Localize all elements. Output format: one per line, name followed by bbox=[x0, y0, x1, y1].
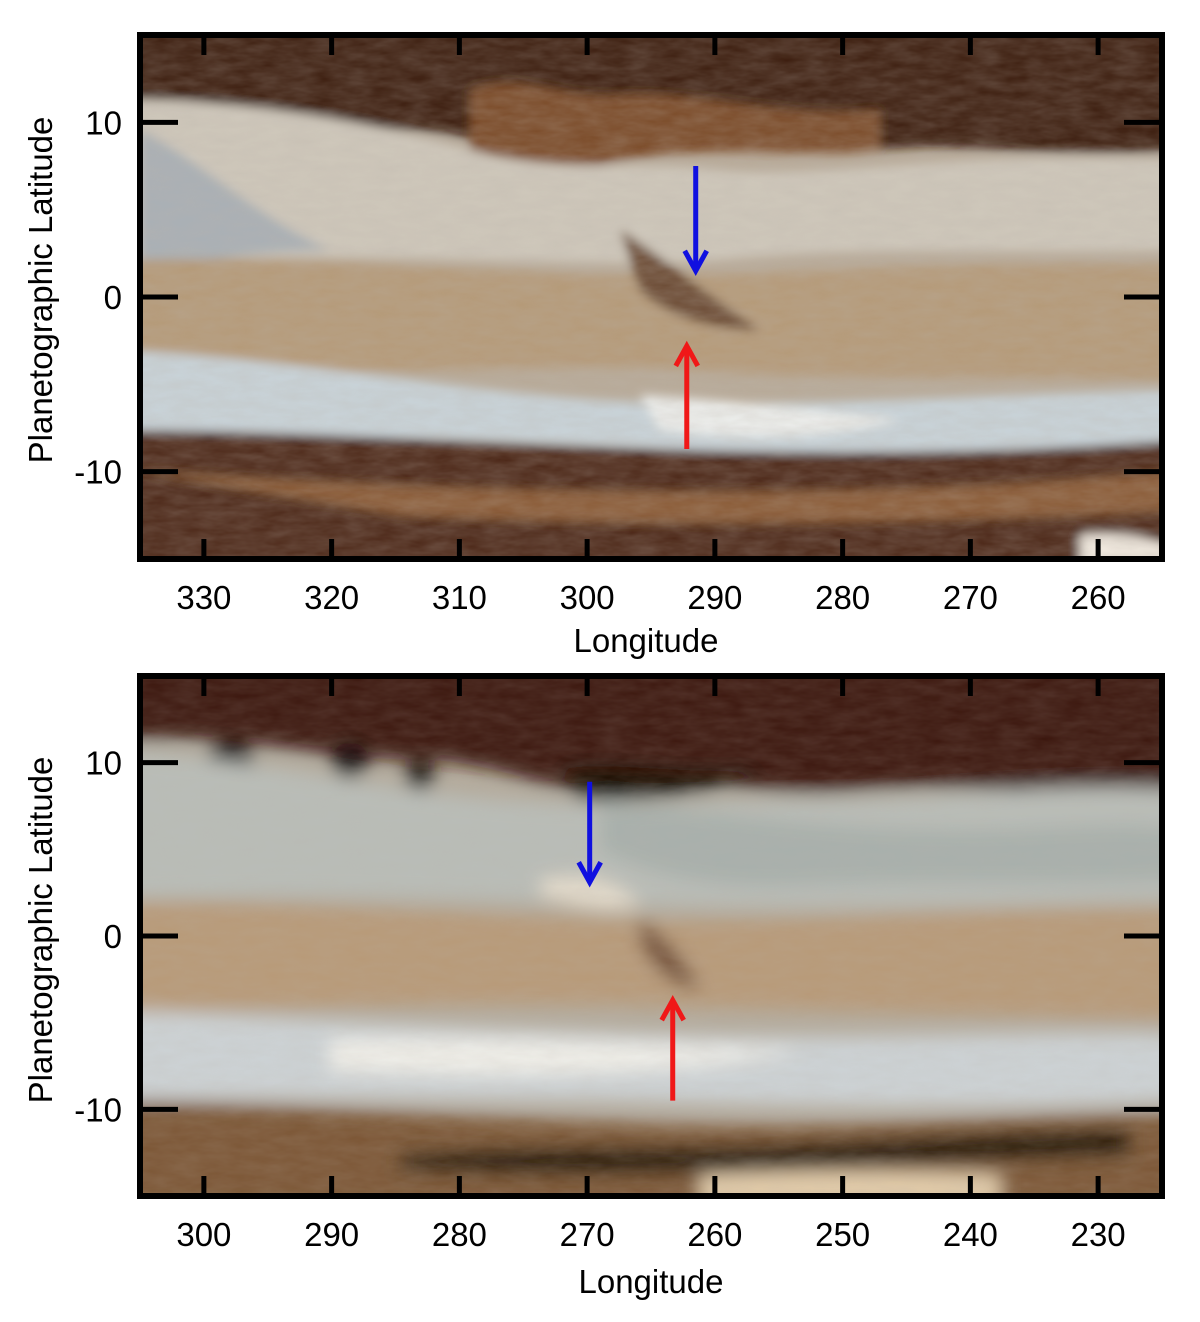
bottom-x-axis-label: Longitude bbox=[579, 1263, 724, 1300]
bottom-y-tick-label: -10 bbox=[74, 1091, 122, 1128]
top-x-tick-label: 280 bbox=[815, 579, 870, 616]
bottom-x-tick-label: 250 bbox=[815, 1216, 870, 1253]
top-x-axis-label: Longitude bbox=[574, 622, 719, 659]
top-red-arrow bbox=[673, 340, 700, 449]
top-x-tick-label: 260 bbox=[1071, 579, 1126, 616]
bottom-y-tick-label: 0 bbox=[104, 918, 122, 955]
top-panel: 330 320 310 300 290 280 270 260 10 0 -10 Longitude… bbox=[22, 32, 1165, 659]
top-x-tick-label: 330 bbox=[176, 579, 231, 616]
bottom-jupiter-image bbox=[140, 676, 1162, 1196]
top-y-tick-label: 0 bbox=[104, 279, 122, 316]
top-jupiter-image bbox=[140, 35, 1162, 559]
bottom-red-arrow bbox=[659, 994, 686, 1101]
bottom-x-tick-label: 290 bbox=[304, 1216, 359, 1253]
bottom-arrows bbox=[576, 781, 686, 1101]
bottom-panel: 300 290 280 270 260 250 240 230 10 0 -10 Longitude… bbox=[22, 673, 1165, 1300]
bottom-x-tick-label: 230 bbox=[1071, 1216, 1126, 1253]
top-arrows bbox=[673, 166, 709, 449]
top-x-tick-label: 290 bbox=[687, 579, 742, 616]
bottom-axis-ticks: 300 290 280 270 260 250 240 230 10 0 -10 bbox=[74, 676, 1162, 1253]
bottom-x-tick-label: 240 bbox=[943, 1216, 998, 1253]
bottom-x-tick-label: 300 bbox=[176, 1216, 231, 1253]
top-blue-arrow bbox=[682, 166, 709, 276]
bottom-blue-arrow bbox=[576, 781, 603, 888]
bottom-x-tick-label: 260 bbox=[687, 1216, 742, 1253]
top-x-tick-label: 320 bbox=[304, 579, 359, 616]
top-x-tick-label: 270 bbox=[943, 579, 998, 616]
bottom-x-tick-label: 270 bbox=[560, 1216, 615, 1253]
top-x-tick-label: 300 bbox=[560, 579, 615, 616]
bottom-x-tick-label: 280 bbox=[432, 1216, 487, 1253]
top-axis-ticks: 330 320 310 300 290 280 270 260 10 0 -10 bbox=[74, 35, 1162, 616]
top-y-axis-label: Planetographic Latitude bbox=[22, 117, 59, 464]
top-x-tick-label: 310 bbox=[432, 579, 487, 616]
top-y-tick-label: 10 bbox=[85, 104, 122, 141]
top-y-tick-label: -10 bbox=[74, 454, 122, 491]
bottom-y-axis-label: Planetographic Latitude bbox=[22, 757, 59, 1104]
bottom-y-tick-label: 10 bbox=[85, 745, 122, 782]
